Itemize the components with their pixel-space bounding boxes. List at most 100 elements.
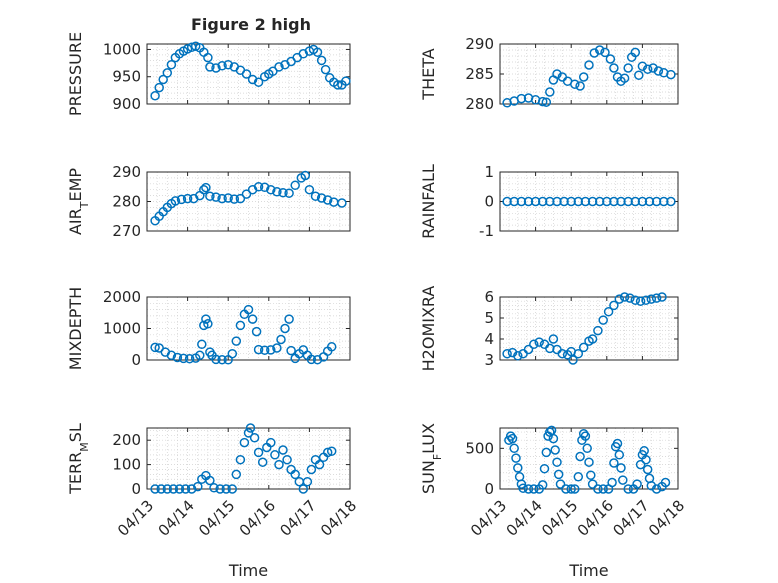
data-point [635, 296, 646, 306]
data-point [609, 63, 619, 73]
data-point [253, 447, 264, 458]
data-point [282, 454, 292, 465]
series-theta [502, 45, 676, 108]
y-tick-label: 0 [484, 480, 494, 498]
data-point [580, 431, 591, 441]
data-point [566, 484, 576, 494]
y-tick-label: 290 [112, 163, 141, 181]
data-point [598, 484, 608, 494]
data-point [505, 431, 516, 441]
data-point [534, 337, 544, 347]
data-point [310, 191, 321, 201]
data-point [653, 66, 664, 76]
data-point [632, 479, 642, 489]
axes-box [499, 171, 679, 232]
y-axis-label: AIRTEMP [66, 168, 91, 235]
data-point [559, 196, 569, 207]
y-tick-label: 900 [112, 95, 141, 113]
data-point [231, 469, 242, 480]
data-point [593, 325, 603, 336]
data-point [274, 459, 284, 470]
data-point [249, 433, 260, 443]
series-pressure [150, 41, 351, 101]
data-point [537, 196, 548, 207]
data-point [272, 187, 282, 197]
data-point [644, 196, 655, 207]
y-tick-label: 0 [131, 480, 141, 498]
data-point [235, 454, 246, 465]
data-point [298, 484, 309, 494]
data-point [552, 457, 562, 467]
y-tick-label: 100 [112, 456, 141, 474]
data-point [199, 320, 209, 331]
data-point [657, 292, 667, 302]
data-point [158, 74, 168, 85]
data-point [548, 334, 559, 344]
data-point [552, 196, 562, 207]
data-point [523, 484, 534, 494]
data-point [223, 193, 233, 203]
data-point [316, 55, 327, 66]
data-point [623, 63, 633, 73]
data-point [630, 47, 641, 58]
data-point [272, 343, 282, 353]
data-point [550, 445, 560, 455]
data-point [607, 477, 617, 488]
data-point [594, 196, 605, 207]
data-point [616, 196, 626, 207]
data-point [154, 82, 164, 93]
data-point [598, 315, 608, 325]
data-point [326, 342, 337, 352]
data-point [573, 348, 584, 359]
y-axis-label: THETA [419, 48, 438, 100]
data-point [570, 484, 580, 494]
x-axis-label: Time [228, 561, 268, 580]
data-point [176, 194, 187, 205]
data-point [150, 91, 160, 101]
y-axis-label: SUNFLUX [419, 423, 444, 494]
data-point [290, 469, 300, 480]
y-axis-label: H2OMIXRA [419, 286, 438, 372]
y-tick-label: 1000 [103, 320, 141, 338]
data-point [284, 188, 294, 198]
data-point [589, 48, 600, 58]
data-point [193, 481, 203, 492]
data-point [614, 294, 625, 304]
data-point [619, 73, 630, 83]
data-point [241, 189, 252, 199]
data-point [312, 47, 323, 57]
data-point [602, 196, 612, 207]
data-point [337, 198, 347, 208]
data-point [612, 438, 623, 449]
data-point [268, 66, 278, 77]
data-point [286, 345, 296, 356]
data-point [584, 60, 594, 70]
data-point [290, 180, 300, 191]
data-point [530, 196, 541, 207]
data-point [253, 77, 264, 87]
data-point [529, 339, 539, 350]
data-point [195, 350, 205, 361]
axes-box [146, 171, 351, 232]
data-point [541, 97, 552, 107]
subplot-mixdepth: 0 1000 2000 MIXDEPTH [66, 287, 351, 370]
data-point [660, 477, 671, 488]
data-point [341, 76, 351, 86]
data-point [320, 64, 331, 75]
data-point [511, 453, 521, 463]
data-point [278, 445, 288, 455]
y-tick-label: -1 [479, 222, 494, 240]
data-point [575, 81, 585, 91]
data-point [215, 484, 225, 494]
data-point [322, 447, 333, 458]
data-point [211, 63, 221, 73]
data-point [651, 196, 662, 207]
data-point [578, 342, 589, 353]
data-point [182, 44, 193, 54]
data-point [641, 454, 651, 465]
data-point [166, 350, 177, 361]
data-point [642, 64, 653, 74]
data-point [594, 45, 605, 55]
subplot-pressure: 900 950 1000 PRESSURE [66, 32, 351, 116]
data-point [516, 196, 527, 207]
